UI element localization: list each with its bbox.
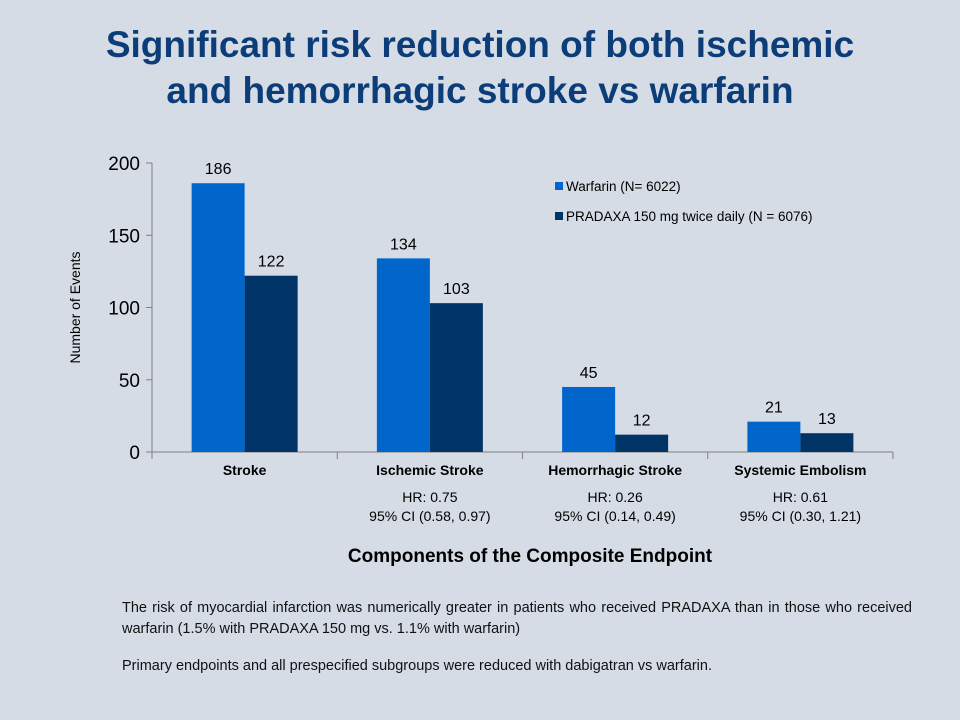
data-label-0-0: 186 [205,161,232,178]
x-tick-label-1: Ischemic Stroke [376,462,484,478]
y-tick-label-0: 0 [129,443,140,464]
bar-0-0 [191,183,245,453]
footnote-primary-endpoints: Primary endpoints and all prespecified s… [122,658,712,674]
bar-0-1 [376,258,430,452]
data-label-0-2: 45 [580,365,598,382]
category-note-3-1: 95% CI (0.30, 1.21) [740,508,861,524]
footnotes: The risk of myocardial infarction was nu… [122,598,912,693]
bar-1-0 [244,275,298,452]
slide-title-line-2: and hemorrhagic stroke vs warfarin [166,70,794,111]
category-note-1-1: 95% CI (0.58, 0.97) [369,508,490,524]
y-axis-label: Number of Events [67,251,83,363]
legend-swatch-0 [555,182,563,190]
y-tick-label-4: 200 [108,154,140,175]
category-note-2-1: 95% CI (0.14, 0.49) [554,508,675,524]
data-label-0-3: 21 [765,400,783,417]
bar-1-3 [800,433,854,452]
x-axis-label: Components of the Composite Endpoint [348,546,713,567]
data-label-1-3: 13 [818,411,836,428]
legend-swatch-1 [555,212,563,220]
bar-0-3 [747,421,801,452]
data-label-1-1: 103 [443,281,470,298]
bar-1-2 [615,434,669,452]
category-note-1-0: HR: 0.75 [402,489,457,505]
category-note-3-0: HR: 0.61 [773,489,828,505]
legend-label-1: PRADAXA 150 mg twice daily (N = 6076) [566,209,813,224]
y-tick-label-1: 50 [119,371,140,392]
category-note-2-0: HR: 0.26 [588,489,643,505]
data-label-1-2: 12 [633,413,651,430]
x-tick-label-0: Stroke [223,462,267,478]
slide-title: Significant risk reduction of both ische… [0,22,960,114]
x-tick-label-2: Hemorrhagic Stroke [548,462,682,478]
data-label-1-0: 122 [258,254,285,271]
bar-0-2 [562,386,616,452]
footnote-mi-risk: The risk of myocardial infarction was nu… [122,600,912,637]
bar-chart: 0 50 100 150 200 Number of Events 186 122 Stroke… [67,154,894,567]
x-tick-label-3: Systemic Embolism [734,462,866,478]
slide-title-line-1: Significant risk reduction of both ische… [105,24,855,65]
legend-label-0: Warfarin (N= 6022) [566,179,681,194]
bar-1-1 [429,303,483,452]
y-tick-label-2: 100 [108,299,140,320]
y-tick-label-3: 150 [108,226,140,247]
data-label-0-1: 134 [390,236,417,253]
